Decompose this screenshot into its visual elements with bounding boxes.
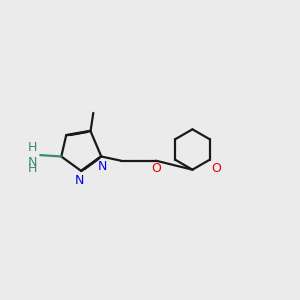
- Text: O: O: [211, 162, 221, 176]
- Text: H: H: [28, 162, 37, 175]
- Text: H: H: [28, 141, 37, 154]
- Text: O: O: [151, 162, 161, 175]
- Text: N: N: [28, 157, 37, 169]
- Text: N: N: [98, 160, 107, 173]
- Text: N: N: [75, 174, 85, 188]
